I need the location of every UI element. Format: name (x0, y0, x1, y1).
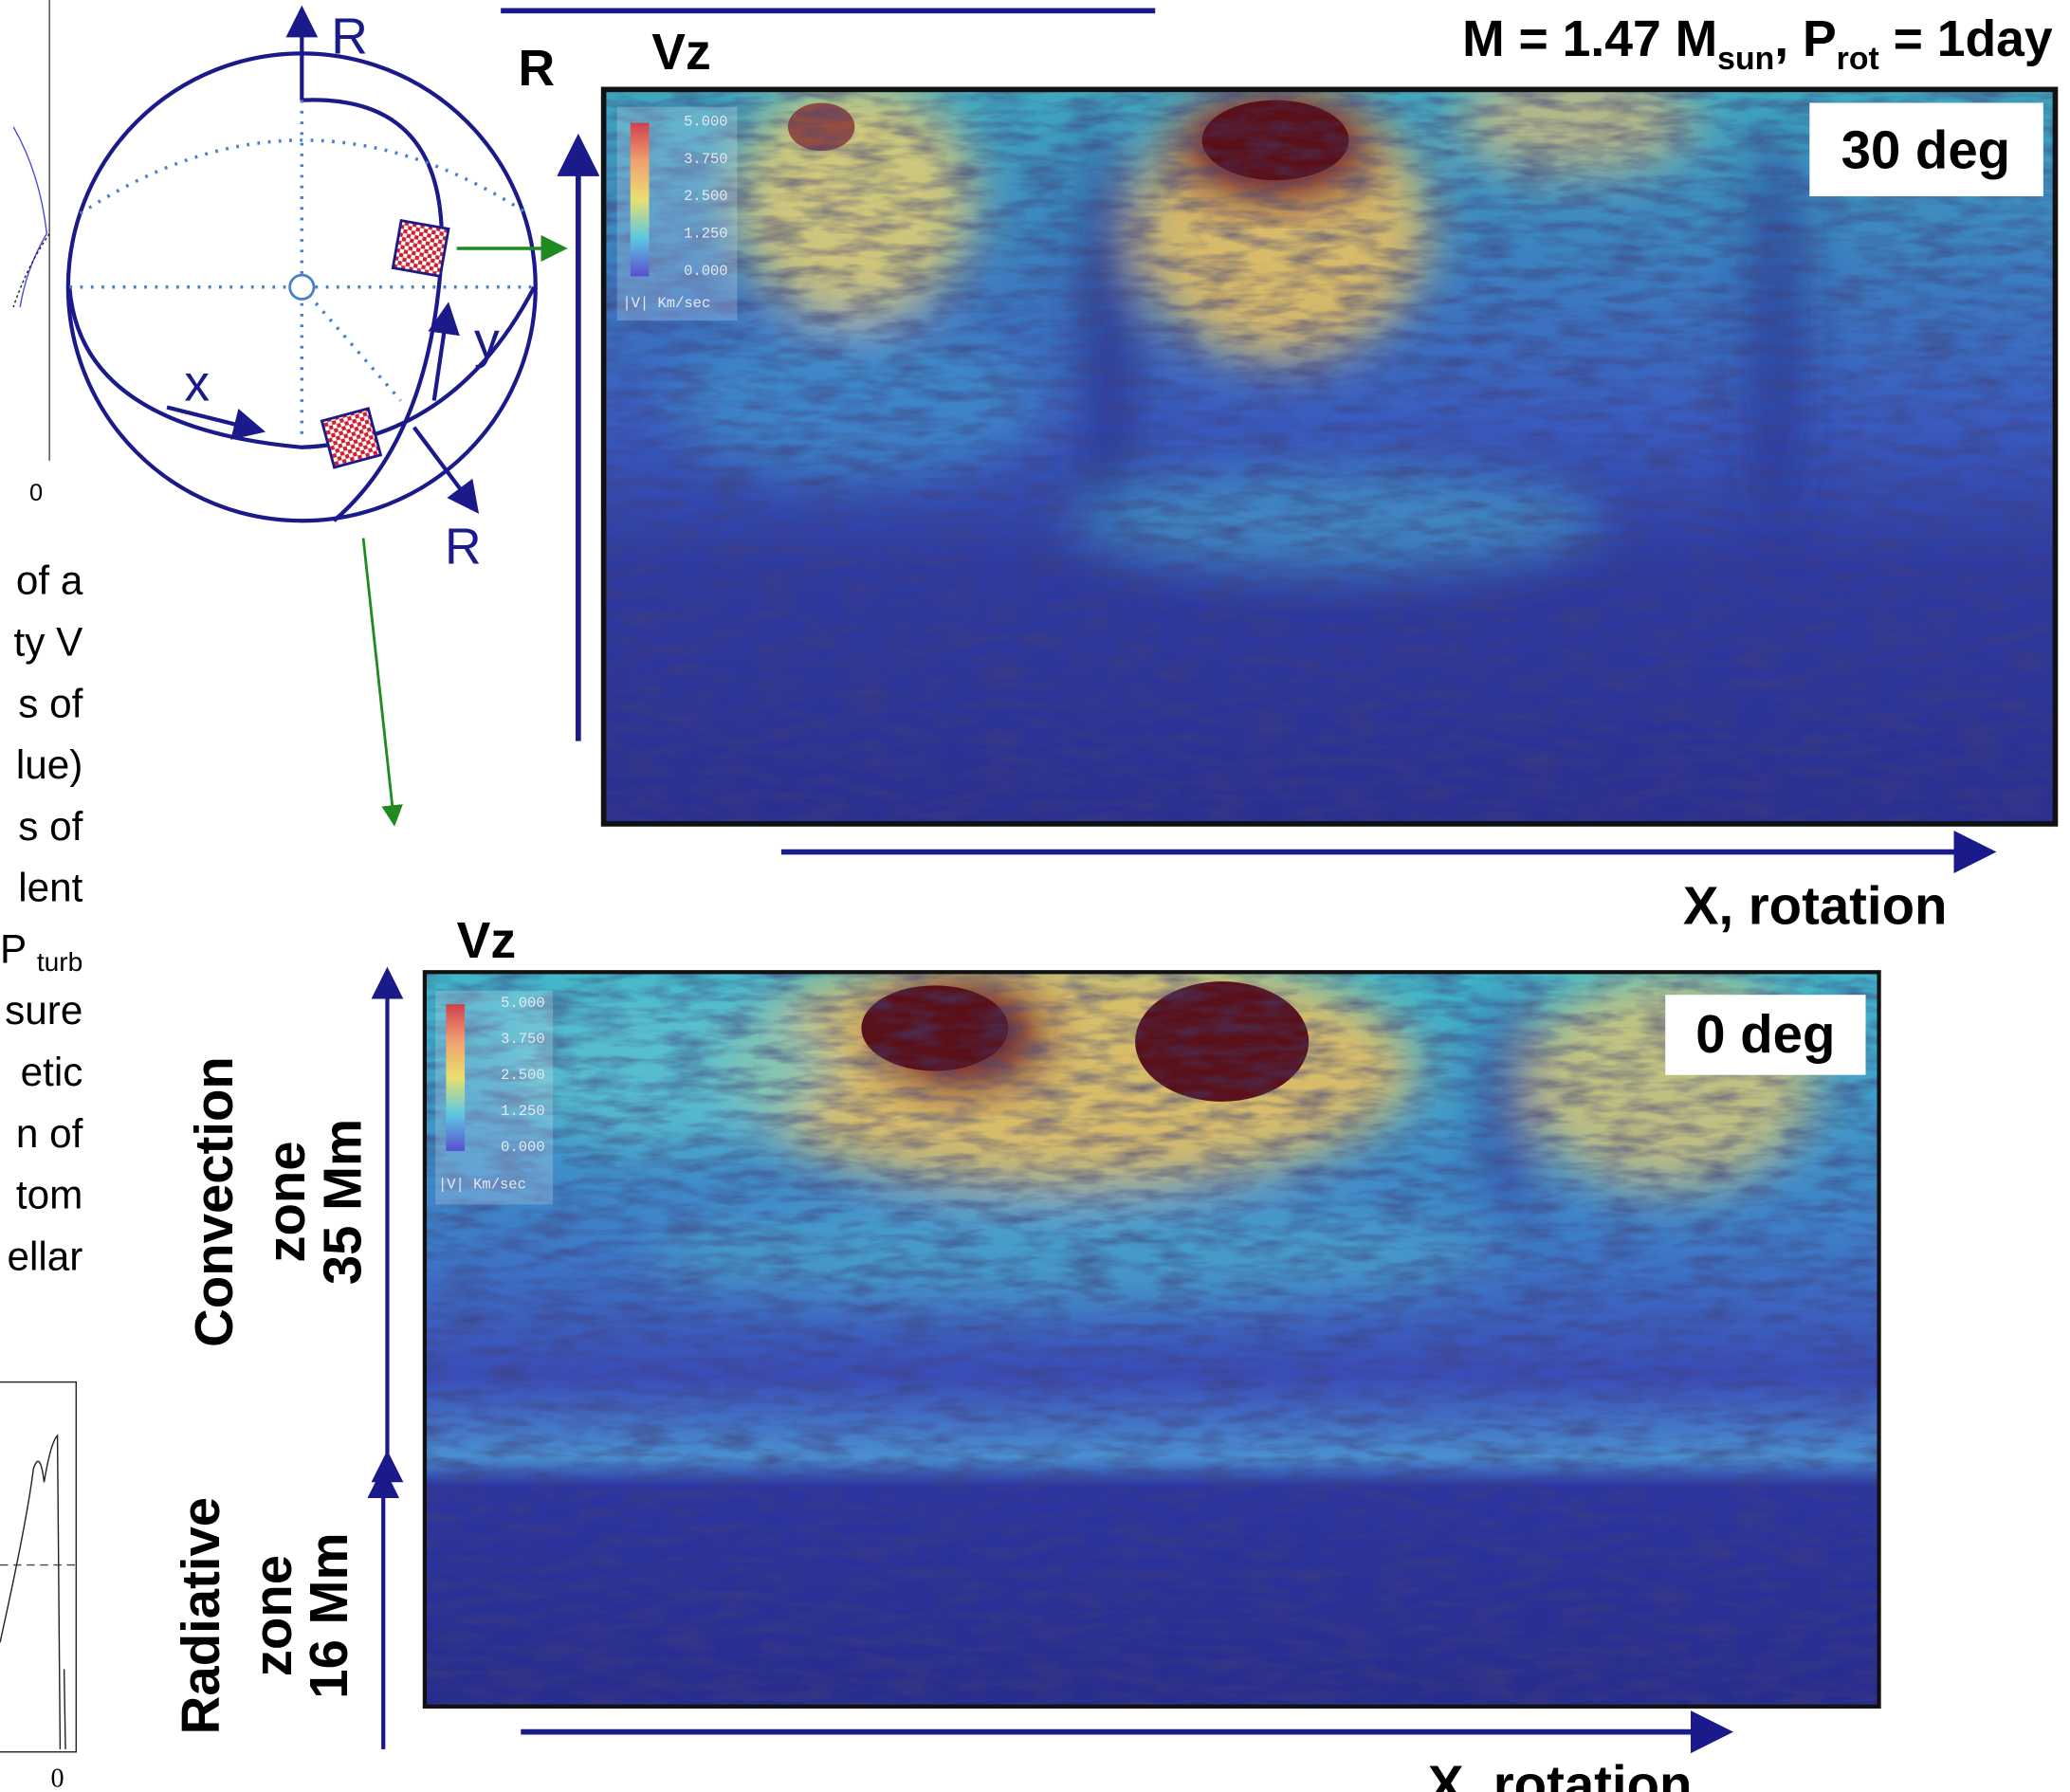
arrow (361, 538, 403, 827)
line: etic (21, 1050, 83, 1094)
zone-label: zone (243, 1555, 302, 1676)
arrow (412, 426, 480, 514)
patch (391, 218, 450, 278)
label: R (445, 519, 482, 575)
subscript: rot (1837, 41, 1879, 77)
zone-labels: Convection zone 35 Mm Radiative zone 16 … (171, 1056, 372, 1734)
title: M = 1.47 Msun, Prot = 1day (1462, 11, 2053, 77)
colorbar-gradient (630, 122, 650, 277)
colorbar: 5.000 3.750 2.500 1.250 0.000 |V| Km/sec (616, 106, 738, 321)
colorbar-tick: 0.000 (501, 1139, 544, 1156)
colorbar: 5.000 3.750 2.500 1.250 0.000 |V| Km/sec (435, 990, 554, 1205)
panel-frame (422, 970, 1881, 1709)
line: n of (16, 1111, 83, 1156)
flow-field (424, 972, 1879, 1707)
plot-box (0, 1381, 78, 1753)
curve (12, 126, 48, 308)
line: s of (18, 681, 82, 725)
colorbar-unit: |V| Km/sec (438, 1176, 526, 1193)
flow-field (603, 89, 2056, 824)
colorbar-tick: 0.000 (684, 263, 727, 280)
line: lue) (16, 742, 82, 787)
panel-frame (600, 86, 2059, 827)
zone-label: Radiative (171, 1497, 230, 1734)
line: ty V (14, 619, 83, 664)
line: lent (18, 866, 82, 910)
axis-label: X, rotation (1428, 1754, 1693, 1792)
patch (320, 407, 383, 469)
title-part: M = 1.47 M (1462, 11, 1717, 67)
label: R (518, 41, 555, 97)
colorbar-tick: 1.250 (501, 1103, 544, 1120)
angle-label: 0 deg (1695, 1004, 1835, 1064)
line: tom (16, 1173, 82, 1217)
colorbar-tick: 5.000 (501, 995, 544, 1012)
colorbar-tick: 2.500 (684, 188, 727, 205)
arrow (166, 405, 266, 440)
tick-label: 0 (29, 480, 43, 506)
label: Vz (651, 25, 710, 81)
zone-label: 16 Mm (299, 1532, 358, 1698)
title-part: , P (1774, 11, 1836, 67)
zone-label: Convection (184, 1056, 244, 1347)
line: s of (18, 804, 82, 849)
colorbar-gradient (446, 1004, 466, 1151)
label: x (184, 357, 210, 412)
colorbar-tick: 2.500 (501, 1067, 544, 1084)
axis-label: X, rotation (1683, 876, 1948, 936)
label: y (474, 313, 500, 369)
line: sure (5, 988, 82, 1033)
zone-label: zone (256, 1141, 316, 1262)
label: Vz (457, 913, 516, 969)
zone-label: 35 Mm (312, 1119, 372, 1285)
label: R (331, 9, 368, 64)
tick-label: 0 (51, 1764, 64, 1792)
center (288, 273, 316, 301)
subscript: turb (37, 947, 83, 977)
colorbar-unit: |V| Km/sec (622, 295, 710, 312)
colorbar-tick: 3.750 (501, 1031, 544, 1048)
paragraph: of a ty V s of lue) s of lent P turb sur… (0, 558, 83, 1279)
angle-label: 30 deg (1841, 119, 2010, 179)
line: of a (16, 558, 83, 603)
title-part: = 1day (1879, 11, 2053, 67)
label-box (1809, 102, 2043, 197)
subscript: sun (1717, 41, 1774, 77)
label-box (1665, 995, 1866, 1075)
equator (67, 285, 537, 449)
sphere-diagram: R R x y (65, 5, 568, 827)
colorbar-tick: 3.750 (684, 151, 727, 168)
line: P (0, 926, 27, 971)
line: ellar (8, 1234, 83, 1278)
dotted-lines (69, 100, 535, 441)
left-fragments: 0 of a ty V s of lue) s of lent P turb s… (0, 0, 83, 1792)
arrow (428, 302, 460, 401)
colorbar-tick: 1.250 (684, 226, 727, 243)
curve (12, 233, 50, 308)
curve (0, 1434, 66, 1749)
colorbar-tick: 5.000 (684, 113, 727, 130)
